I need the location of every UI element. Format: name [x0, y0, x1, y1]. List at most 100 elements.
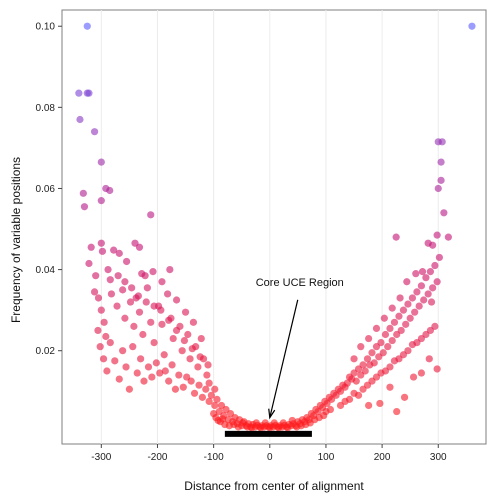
data-point [166, 265, 174, 274]
data-point [150, 302, 158, 310]
annotation-arrow [268, 299, 299, 420]
data-point [202, 385, 210, 393]
data-point [150, 338, 158, 347]
data-point [115, 375, 123, 383]
data-point [359, 361, 367, 369]
x-tick-label: 200 [374, 452, 391, 463]
data-point [417, 369, 426, 377]
y-axis: 0.02 0.04 0.06 0.08 0.10 [36, 22, 62, 357]
data-point [142, 298, 150, 306]
data-point [100, 318, 108, 326]
data-point [115, 249, 123, 257]
data-point [187, 377, 195, 385]
data-point [119, 286, 127, 294]
data-point [352, 377, 360, 385]
data-point [133, 369, 141, 377]
data-point [266, 424, 274, 432]
data-point [399, 306, 408, 314]
data-point [129, 343, 137, 351]
y-tick-label: 0.04 [36, 265, 56, 276]
data-point [110, 246, 118, 254]
data-point [92, 272, 100, 280]
data-point [137, 355, 145, 363]
data-point [160, 351, 168, 359]
data-point [392, 233, 400, 241]
data-point [122, 363, 130, 371]
data-point [126, 298, 135, 306]
data-point [134, 292, 142, 300]
core-uce-annotation: Core UCE Region [256, 277, 344, 289]
data-point [188, 345, 196, 353]
data-point [189, 318, 198, 326]
data-point [363, 355, 372, 363]
data-point [379, 349, 387, 357]
data-point [94, 326, 102, 335]
data-point [270, 419, 278, 427]
data-point [98, 247, 107, 255]
arrow-head [268, 408, 276, 420]
data-point [372, 324, 381, 333]
data-point [75, 89, 83, 97]
data-point [350, 355, 358, 363]
data-point [147, 211, 155, 219]
data-point [400, 393, 409, 401]
data-point [275, 424, 283, 432]
data-point [365, 401, 373, 410]
core-region-bar [224, 430, 312, 437]
data-point [408, 294, 417, 302]
data-point [437, 176, 445, 184]
data-point [96, 343, 104, 351]
x-tick-label: 100 [318, 452, 335, 463]
data-point [386, 324, 394, 333]
x-tick-label: -100 [204, 452, 224, 463]
data-point [135, 308, 144, 316]
data-point [213, 395, 221, 403]
data-point [365, 334, 373, 343]
data-point [210, 409, 218, 418]
data-point [119, 347, 127, 355]
data-point [172, 296, 181, 304]
data-point [326, 405, 335, 414]
data-point [121, 314, 129, 322]
y-tick-label: 0.10 [36, 22, 56, 33]
data-point [433, 278, 441, 286]
data-point [397, 326, 405, 335]
data-point [135, 243, 144, 251]
data-point [403, 278, 411, 286]
data-point [440, 209, 448, 217]
data-point [361, 367, 369, 375]
data-point [186, 355, 194, 363]
data-point [184, 330, 192, 339]
data-point [104, 265, 112, 274]
x-tick-label: 300 [430, 452, 447, 463]
y-axis-title: Frequency of variable positions [9, 157, 23, 323]
data-point [418, 268, 427, 276]
data-point [97, 158, 105, 166]
data-point [107, 290, 116, 298]
data-point [163, 290, 172, 298]
data-point [130, 322, 138, 330]
data-point [381, 330, 390, 339]
data-point [157, 306, 165, 314]
data-point [412, 270, 420, 278]
data-point [211, 385, 219, 393]
x-axis-title: Distance from center of alignment [184, 479, 364, 493]
data-point [149, 268, 157, 276]
data-point [106, 276, 114, 284]
data-point [429, 284, 437, 292]
data-point [113, 302, 121, 310]
data-point [156, 369, 164, 377]
data-point [178, 347, 186, 355]
data-point [203, 371, 211, 379]
data-point [205, 379, 213, 387]
data-point [106, 338, 114, 347]
data-point [141, 272, 149, 280]
data-point [257, 424, 265, 432]
data-point [434, 184, 442, 193]
y-tick-label: 0.08 [36, 103, 56, 114]
data-point [435, 253, 443, 262]
data-point [433, 365, 441, 373]
data-point [103, 367, 111, 375]
data-point [83, 22, 91, 30]
